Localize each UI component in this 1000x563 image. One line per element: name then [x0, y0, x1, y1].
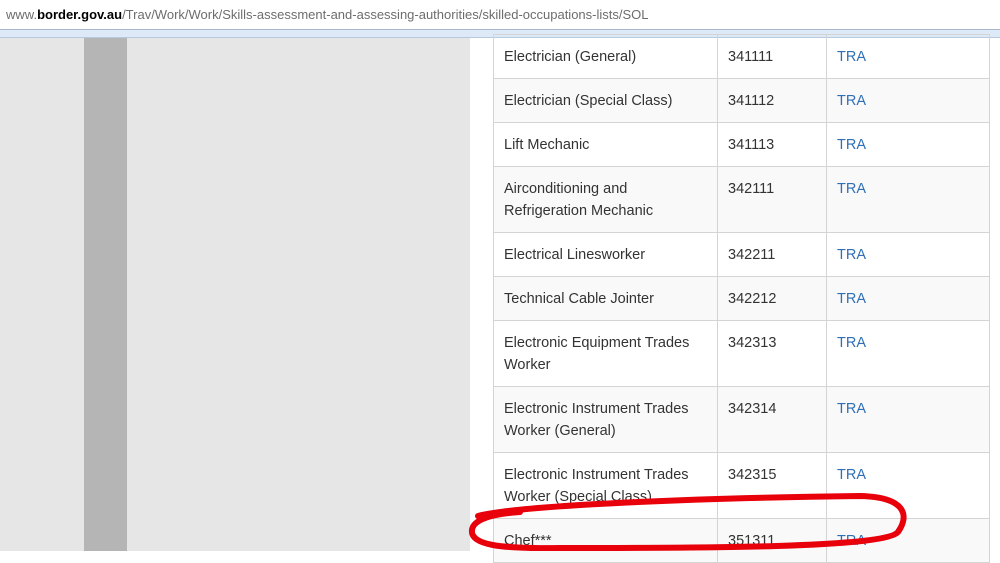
occupation-cell: Electronic Instrument Trades Worker (Gen… — [493, 386, 718, 453]
table-row: Electrical Linesworker 342211 TRA — [493, 232, 990, 277]
occupation-cell: Lift Mechanic — [493, 122, 718, 167]
occupation-cell: Technical Cable Jointer — [493, 276, 718, 321]
code-cell: 341112 — [717, 78, 827, 123]
authority-cell: TRA — [826, 276, 990, 321]
occupation-cell: Electrical Linesworker — [493, 232, 718, 277]
occupation-cell: Chef*** — [493, 518, 718, 563]
authority-cell: TRA — [826, 518, 990, 563]
authority-cell: TRA — [826, 386, 990, 453]
occupation-cell: Electrician (Special Class) — [493, 78, 718, 123]
authority-link[interactable]: TRA — [837, 401, 866, 417]
url-domain: border.gov.au — [37, 7, 123, 22]
authority-cell: TRA — [826, 122, 990, 167]
authority-cell: TRA — [826, 320, 990, 387]
authority-link[interactable]: TRA — [837, 335, 866, 351]
occupation-cell: Electrician (General) — [493, 34, 718, 79]
authority-cell: TRA — [826, 452, 990, 519]
occupation-cell: Electronic Equipment Trades Worker — [493, 320, 718, 387]
code-cell: 342111 — [717, 166, 827, 233]
authority-cell: TRA — [826, 34, 990, 79]
address-bar[interactable]: www.border.gov.au/Trav/Work/Work/Skills-… — [0, 0, 1000, 30]
authority-cell: TRA — [826, 166, 990, 233]
code-cell: 342315 — [717, 452, 827, 519]
authority-link[interactable]: TRA — [837, 467, 866, 483]
authority-link[interactable]: TRA — [837, 137, 866, 153]
table-row: Chef*** 351311 TRA — [493, 518, 990, 563]
table-row: Electrician (Special Class) 341112 TRA — [493, 78, 990, 123]
authority-link[interactable]: TRA — [837, 533, 866, 549]
code-cell: 342314 — [717, 386, 827, 453]
code-cell: 342211 — [717, 232, 827, 277]
occupation-cell: Airconditioning and Refrigeration Mechan… — [493, 166, 718, 233]
code-cell: 341113 — [717, 122, 827, 167]
table-row: Electronic Instrument Trades Worker (Spe… — [493, 452, 990, 519]
authority-link[interactable]: TRA — [837, 93, 866, 109]
left-page-area — [0, 38, 470, 551]
table-row: Electronic Instrument Trades Worker (Gen… — [493, 386, 990, 453]
occupation-cell: Electronic Instrument Trades Worker (Spe… — [493, 452, 718, 519]
authority-cell: TRA — [826, 78, 990, 123]
table-row: Lift Mechanic 341113 TRA — [493, 122, 990, 167]
code-cell: 342313 — [717, 320, 827, 387]
authority-link[interactable]: TRA — [837, 247, 866, 263]
table-row: Technical Cable Jointer 342212 TRA — [493, 276, 990, 321]
authority-link[interactable]: TRA — [837, 49, 866, 65]
url-prefix: www. — [6, 7, 38, 22]
url-path: /Trav/Work/Work/Skills-assessment-and-as… — [122, 7, 649, 22]
table-row: Electronic Equipment Trades Worker 342313… — [493, 320, 990, 387]
code-cell: 351311 — [717, 518, 827, 563]
left-sidebar-bar — [84, 38, 127, 551]
authority-link[interactable]: TRA — [837, 291, 866, 307]
code-cell: 341111 — [717, 34, 827, 79]
table-row: Airconditioning and Refrigeration Mechan… — [493, 166, 990, 233]
table-row: Electrician (General) 341111 TRA — [493, 34, 990, 79]
occupations-table: Electrician (General) 341111 TRA Electricia… — [493, 34, 990, 563]
code-cell: 342212 — [717, 276, 827, 321]
authority-link[interactable]: TRA — [837, 181, 866, 197]
authority-cell: TRA — [826, 232, 990, 277]
